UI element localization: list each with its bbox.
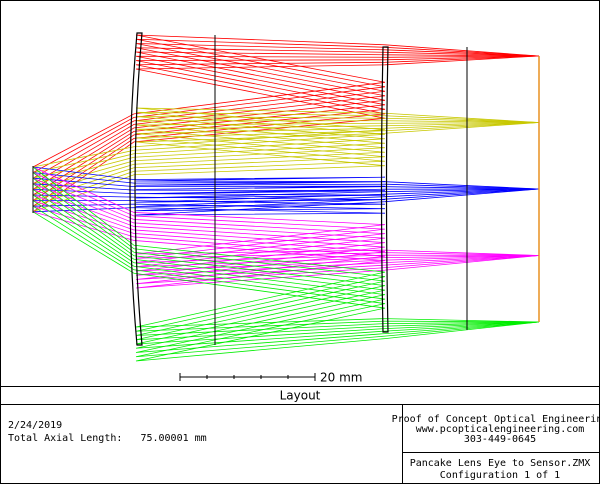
configuration: Configuration 1 of 1: [440, 470, 560, 481]
title: Layout: [280, 389, 321, 403]
scale-label: 20 mm: [320, 371, 362, 385]
ray: [32, 172, 540, 259]
axial-length: Total Axial Length: 75.00001 mm: [8, 433, 207, 444]
ray: [32, 211, 540, 362]
website: www.pcopticalengineering.com: [416, 424, 585, 435]
ray: [32, 183, 540, 268]
ray: [32, 122, 540, 190]
ray: [32, 200, 540, 280]
ray: [32, 172, 540, 332]
date: 2/24/2019: [8, 420, 62, 431]
ray: [32, 122, 540, 213]
ray: [32, 55, 540, 207]
ray: [32, 177, 540, 190]
ray: [32, 177, 540, 336]
ray: [32, 120, 540, 185]
ray: [32, 194, 540, 276]
ray: [32, 189, 540, 345]
file-name: Pancake Lens Eye to Sensor.ZMX: [410, 458, 591, 469]
ray: [32, 43, 540, 179]
lens-1: [129, 32, 143, 346]
ray: [32, 205, 540, 358]
ray: [32, 107, 540, 168]
ray: [32, 183, 540, 341]
ray-fans: [32, 34, 540, 362]
lens-2: [380, 46, 389, 333]
ray: [32, 166, 540, 190]
phone: 303-449-0645: [464, 434, 536, 445]
ray: [32, 172, 540, 190]
ray: [32, 34, 540, 168]
ray: [32, 183, 540, 195]
ray: [32, 38, 540, 173]
ray: [32, 122, 540, 207]
ray: [32, 47, 540, 185]
ray: [32, 55, 540, 201]
ray: [32, 200, 540, 353]
company: Proof of Concept Optical Engineering: [392, 414, 600, 425]
ray: [32, 166, 540, 256]
ray: [32, 166, 540, 328]
ray: [32, 122, 540, 201]
ray: [32, 188, 540, 203]
ray: [32, 122, 540, 196]
scale-bar: [179, 373, 316, 381]
ray: [32, 51, 540, 190]
ray: [32, 111, 540, 173]
ray: [32, 189, 540, 272]
ray: [32, 55, 540, 213]
ray: [32, 194, 540, 349]
ray: [32, 188, 540, 199]
ray: [32, 55, 540, 196]
ray: [32, 177, 540, 263]
